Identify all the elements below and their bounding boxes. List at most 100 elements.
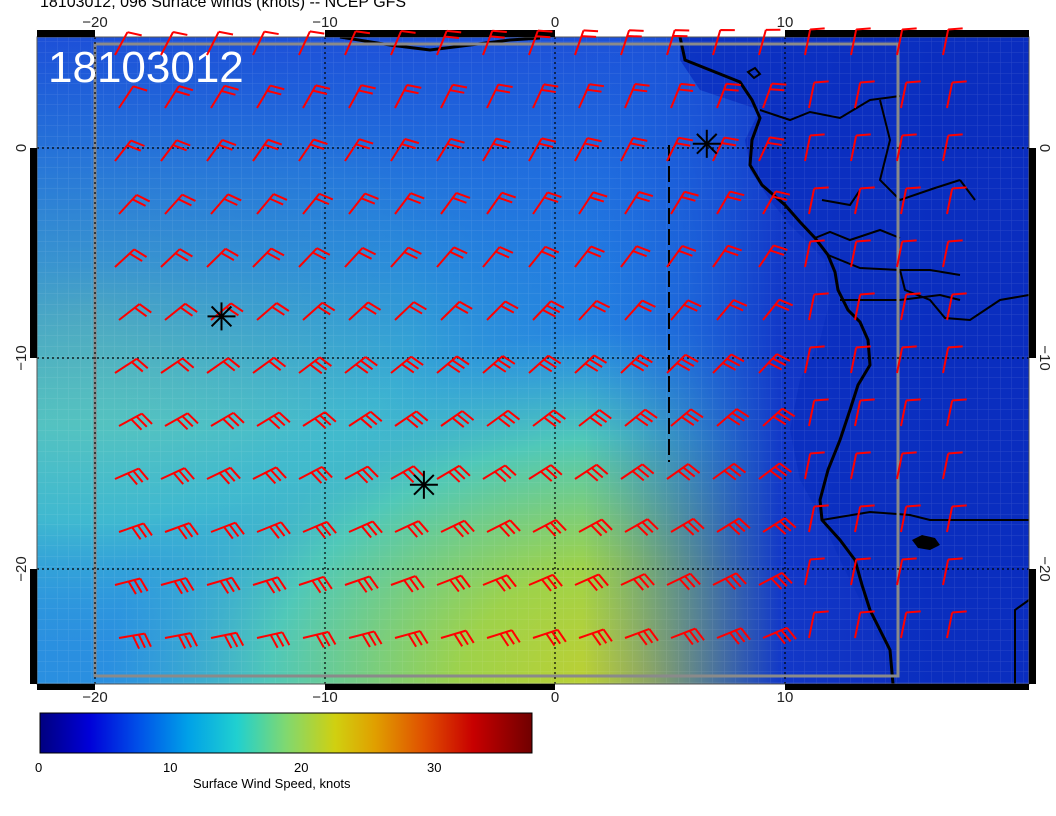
wind-barb <box>712 353 745 374</box>
wind-barb <box>532 628 567 647</box>
wind-barb <box>624 408 658 427</box>
wind-barb <box>206 576 241 594</box>
wind-barb <box>302 84 331 109</box>
wind-barb <box>390 138 420 162</box>
bioko-island <box>746 66 762 80</box>
wind-barb <box>256 411 291 430</box>
wind-barb <box>256 302 290 321</box>
wind-barb <box>252 576 287 594</box>
wind-barb <box>118 412 153 431</box>
wind-barb <box>762 407 796 427</box>
country-borders <box>759 95 1029 684</box>
wind-barb <box>946 186 967 215</box>
x-tick-top-0: −20 <box>82 14 107 31</box>
wind-barb <box>348 520 383 539</box>
wind-barb <box>252 356 287 374</box>
wind-barb <box>486 629 521 647</box>
wind-barb <box>256 84 285 109</box>
wind-barb <box>164 302 198 321</box>
wind-barb <box>896 557 917 586</box>
wind-barb <box>666 353 699 374</box>
wind-barb <box>808 80 829 109</box>
wind-barb <box>486 300 519 321</box>
wind-barb <box>666 29 690 56</box>
wind-barb <box>900 80 921 109</box>
wind-barb <box>298 30 325 56</box>
wind-barb <box>164 85 194 109</box>
wind-barb <box>574 354 608 374</box>
wind-barb <box>348 410 383 429</box>
colorbar-tick-30: 30 <box>427 760 442 775</box>
wind-barb <box>440 83 468 109</box>
wind-barb <box>578 191 608 215</box>
wind-barb <box>302 630 337 648</box>
wind-barb <box>712 136 739 162</box>
asterisk-marker-icon <box>207 302 236 331</box>
wind-barbs <box>114 27 967 650</box>
wind-barb <box>390 465 425 484</box>
wind-barb <box>160 467 195 485</box>
asterisk-marker-icon <box>409 470 438 499</box>
wind-barb <box>394 301 427 321</box>
wind-barb <box>804 345 825 374</box>
wind-barb <box>440 410 475 428</box>
wind-barb <box>712 244 742 268</box>
wind-barb <box>344 246 377 268</box>
wind-barb <box>578 628 613 646</box>
wind-barb <box>164 632 198 649</box>
wind-barb <box>620 354 653 374</box>
wind-barb <box>160 30 188 56</box>
wind-barb <box>436 29 462 56</box>
wind-barb <box>114 248 148 268</box>
wind-barb <box>854 398 875 427</box>
wind-barb <box>942 27 963 56</box>
wind-barb <box>716 82 741 109</box>
colorbar-tick-10: 10 <box>163 760 178 775</box>
wind-barb <box>440 192 471 215</box>
wind-barb <box>118 194 151 215</box>
wind-barb <box>716 408 750 427</box>
wind-barb <box>482 464 517 483</box>
colorbar-tick-20: 20 <box>294 760 309 775</box>
wind-barb <box>344 356 378 374</box>
location-markers <box>207 129 721 499</box>
wind-barb <box>528 573 563 592</box>
wind-barb <box>348 84 376 109</box>
wind-barb <box>574 573 609 592</box>
axis-bars <box>30 30 1036 690</box>
wind-barb <box>758 28 781 56</box>
wind-barb <box>348 192 379 215</box>
wind-barb <box>620 463 655 482</box>
wind-barb <box>210 631 245 649</box>
x-tick-top-3: 10 <box>777 14 794 31</box>
wind-barb <box>344 575 379 593</box>
wind-barb <box>298 138 328 162</box>
wind-barb <box>394 630 429 648</box>
wind-barb <box>160 248 193 268</box>
y-tick-left-1: −10 <box>13 345 30 370</box>
wind-barb <box>394 83 422 109</box>
wind-barb <box>298 247 331 268</box>
wind-barb <box>712 462 747 481</box>
wind-barb <box>344 30 371 56</box>
wind-barb <box>160 139 191 162</box>
wind-barb <box>528 29 553 56</box>
wind-barb <box>206 139 237 162</box>
wind-barb <box>942 345 963 374</box>
wind-barb <box>716 190 745 215</box>
wind-barb <box>896 451 917 480</box>
wind-barb <box>436 574 471 593</box>
wind-barb <box>804 557 825 586</box>
wind-barb <box>532 83 559 109</box>
wind-barb <box>436 464 471 483</box>
wind-barb <box>578 299 611 321</box>
wind-barb <box>210 411 245 430</box>
wind-barb <box>252 466 287 485</box>
wind-barb <box>532 300 565 321</box>
wind-barb <box>946 80 967 109</box>
wind-barb <box>114 467 149 486</box>
wind-barb <box>896 133 917 162</box>
wind-barb <box>210 193 242 215</box>
wind-barb <box>206 30 234 56</box>
wind-barb <box>850 27 871 56</box>
